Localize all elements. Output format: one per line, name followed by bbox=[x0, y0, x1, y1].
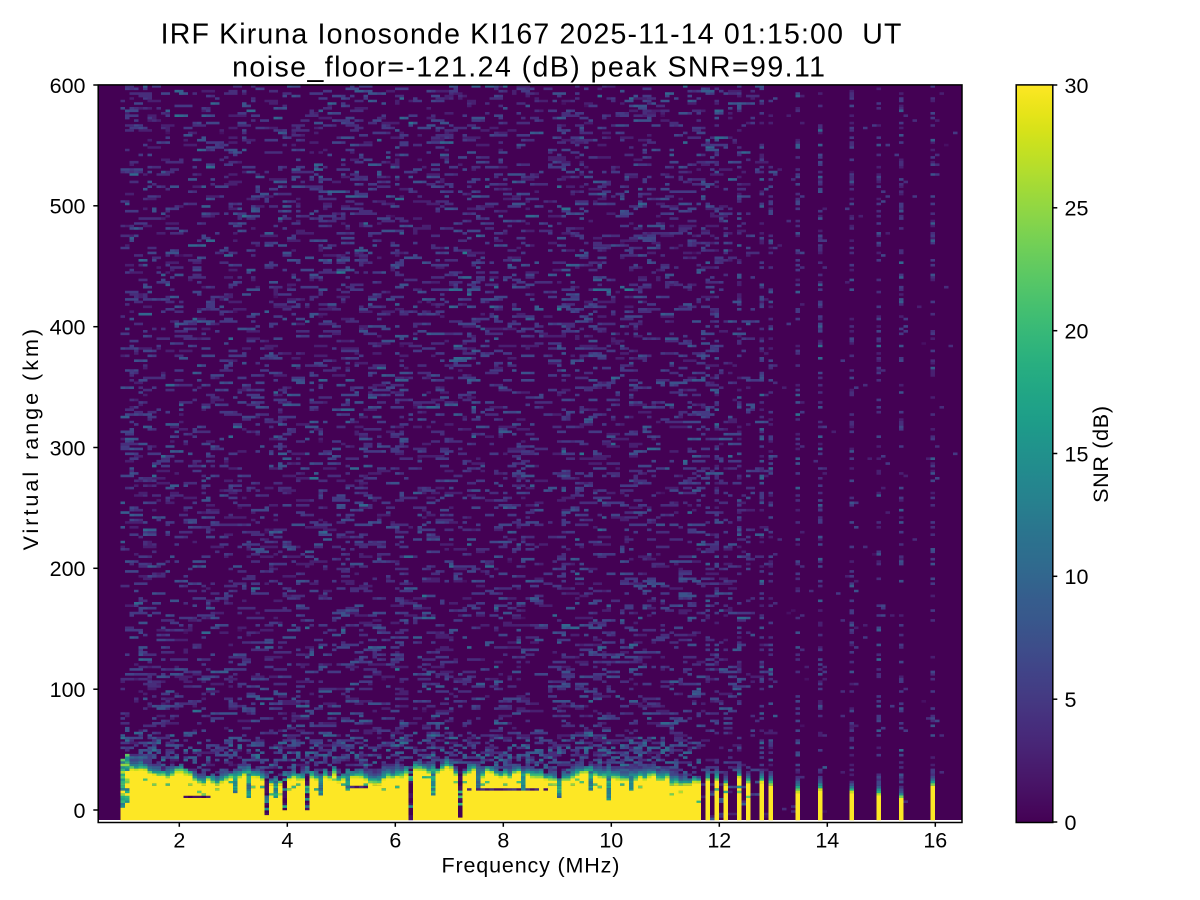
svg-text:IRF Kiruna Ionosonde KI167 202: IRF Kiruna Ionosonde KI167 2025-11-14 01… bbox=[161, 18, 903, 50]
svg-text:0: 0 bbox=[74, 799, 86, 823]
svg-text:Frequency (MHz): Frequency (MHz) bbox=[441, 853, 620, 877]
svg-text:16: 16 bbox=[923, 829, 947, 853]
svg-text:12: 12 bbox=[707, 829, 731, 853]
svg-text:600: 600 bbox=[50, 74, 86, 98]
svg-text:noise_floor=-121.24 (dB) peak: noise_floor=-121.24 (dB) peak SNR=99.11 bbox=[232, 51, 826, 83]
svg-text:6: 6 bbox=[389, 829, 401, 853]
svg-text:25: 25 bbox=[1065, 197, 1089, 221]
svg-text:500: 500 bbox=[50, 195, 86, 219]
svg-text:400: 400 bbox=[50, 316, 86, 340]
svg-text:15: 15 bbox=[1065, 442, 1089, 466]
svg-text:2: 2 bbox=[173, 829, 185, 853]
svg-text:100: 100 bbox=[50, 678, 86, 702]
svg-text:200: 200 bbox=[50, 557, 86, 581]
svg-text:10: 10 bbox=[1065, 565, 1089, 589]
svg-text:14: 14 bbox=[815, 829, 839, 853]
svg-text:SNR (dB): SNR (dB) bbox=[1089, 405, 1113, 503]
svg-text:8: 8 bbox=[497, 829, 509, 853]
svg-text:5: 5 bbox=[1065, 688, 1077, 712]
svg-text:4: 4 bbox=[281, 829, 293, 853]
svg-text:20: 20 bbox=[1065, 320, 1089, 344]
svg-text:Virtual range (km): Virtual range (km) bbox=[19, 326, 43, 550]
svg-text:300: 300 bbox=[50, 436, 86, 460]
svg-text:10: 10 bbox=[599, 829, 623, 853]
svg-text:0: 0 bbox=[1065, 811, 1077, 835]
svg-text:30: 30 bbox=[1065, 74, 1089, 98]
